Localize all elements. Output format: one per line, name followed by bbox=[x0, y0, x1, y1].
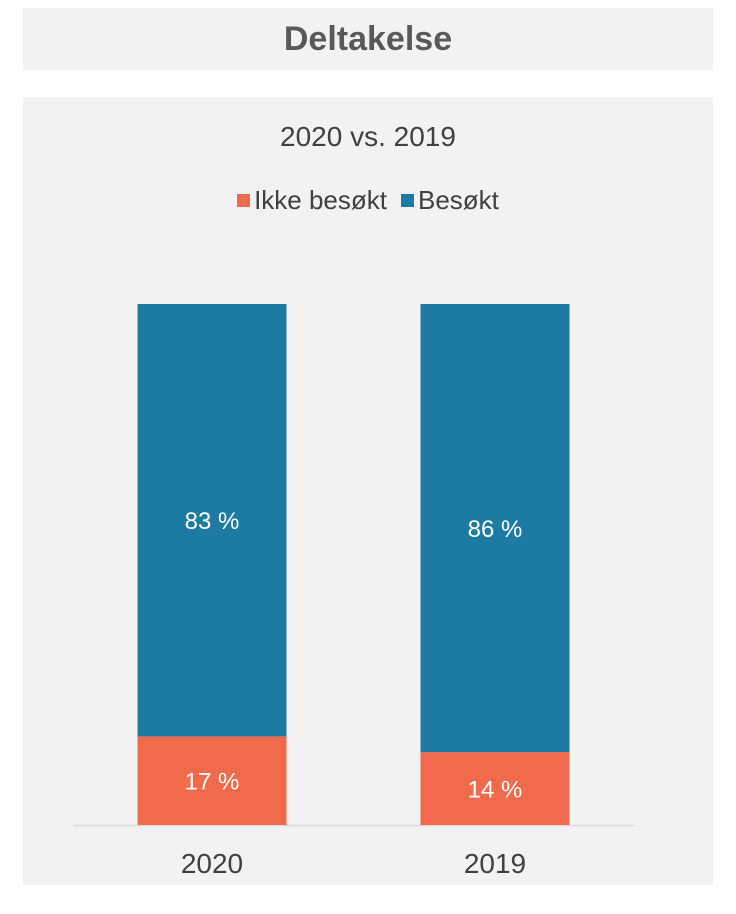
data-label-besokt-2019: 86 % bbox=[468, 516, 523, 543]
data-label-ikke-besokt-2019: 14 % bbox=[468, 777, 523, 804]
legend-label-besokt: Besøkt bbox=[418, 185, 499, 215]
legend-label-ikke-besokt: Ikke besøkt bbox=[254, 185, 387, 215]
data-label-besokt-2020: 83 % bbox=[185, 508, 240, 535]
chart-plot: 17 % 83 % 2020 14 % 86 % 2019 bbox=[73, 304, 635, 879]
x-tick-label-2020: 2020 bbox=[181, 848, 243, 879]
bar-ikke-besokt-2019 bbox=[420, 752, 570, 825]
bar-ikke-besokt-2020 bbox=[137, 736, 287, 825]
legend-swatch-ikke-besokt bbox=[237, 194, 251, 207]
bar-besokt-2019 bbox=[420, 304, 570, 753]
legend-swatch-besokt bbox=[401, 194, 414, 207]
data-label-ikke-besokt-2020: 17 % bbox=[185, 769, 240, 796]
chart-title: 2020 vs. 2019 bbox=[280, 121, 456, 152]
header: Deltakelse bbox=[23, 8, 713, 70]
legend-item-ikke-besokt: Ikke besøkt bbox=[237, 185, 387, 216]
page-title: Deltakelse bbox=[283, 19, 453, 58]
chart-panel: 2020 vs. 2019 Ikke besøkt Besøkt 17 % 83 … bbox=[23, 97, 713, 885]
legend-item-besokt: Besøkt bbox=[401, 185, 499, 216]
x-tick-label-2019: 2019 bbox=[464, 848, 526, 879]
bar-besokt-2020 bbox=[137, 304, 287, 737]
chart-legend: Ikke besøkt Besøkt bbox=[23, 185, 713, 216]
